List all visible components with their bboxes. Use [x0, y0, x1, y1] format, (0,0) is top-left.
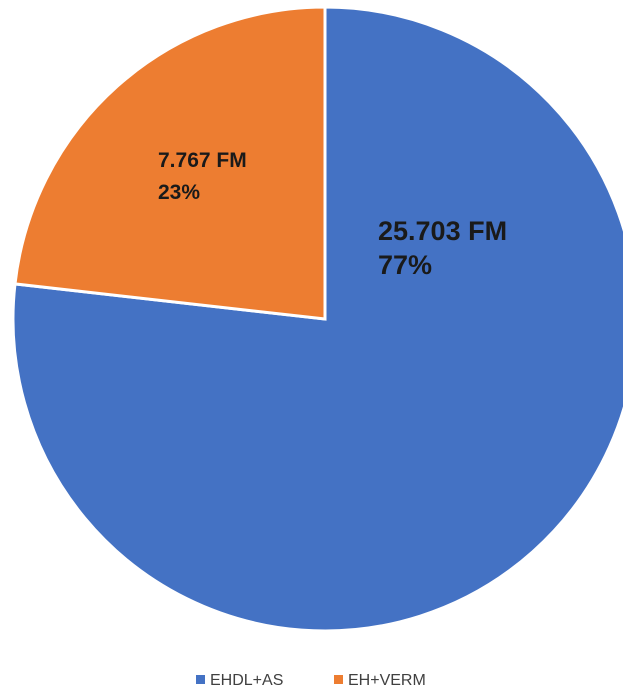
legend-swatch — [334, 675, 343, 684]
legend-swatch — [196, 675, 205, 684]
data-label-value: 7.767 FM — [158, 149, 247, 172]
data-labels: 25.703 FM 77% 7.767 FM 23% — [158, 149, 507, 280]
pie-slice-eh-verm — [13, 5, 327, 321]
legend-label: EH+VERM — [348, 672, 426, 689]
legend: EHDL+AS EH+VERM — [196, 672, 426, 689]
legend-label: EHDL+AS — [210, 672, 283, 689]
data-label-value: 25.703 FM — [378, 216, 507, 246]
data-label-percent: 23% — [158, 181, 200, 204]
data-label-percent: 77% — [378, 250, 432, 280]
pie-slices — [11, 5, 623, 633]
